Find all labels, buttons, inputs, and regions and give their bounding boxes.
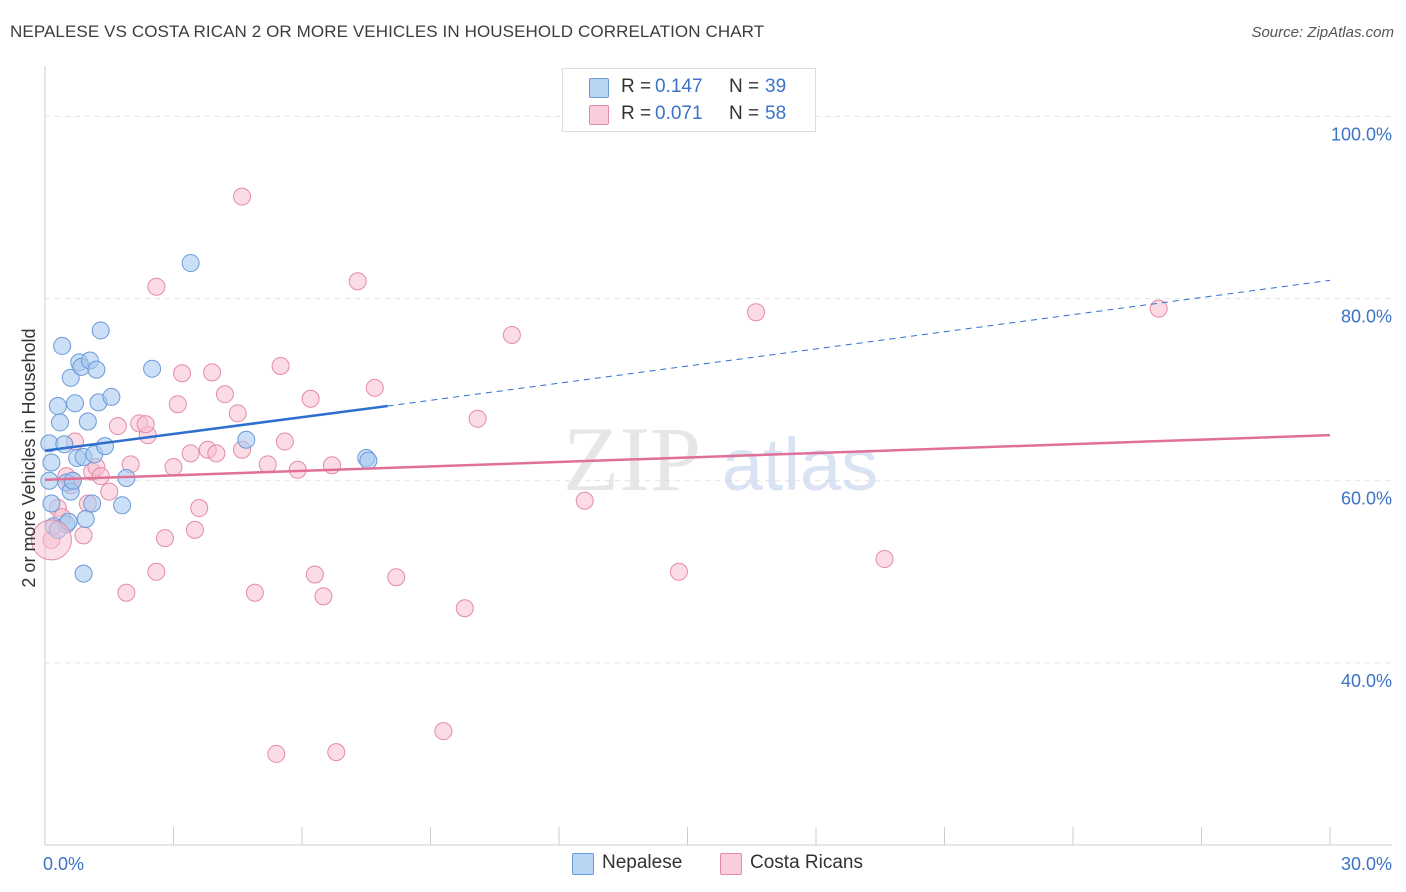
costa-rican-legend-label: Costa Ricans (750, 852, 863, 873)
nepalese-point (42, 494, 61, 513)
costa-rican-n-value: 58 (765, 103, 787, 124)
costa-rican-point (455, 599, 474, 618)
nepalese-point (53, 336, 72, 355)
costa-rican-point (168, 395, 187, 414)
nepalese-point (55, 435, 74, 454)
costa-rican-point (233, 187, 252, 206)
costa-rican-r-label: R = (621, 103, 652, 124)
stats-legend: R = 0.147 N = 39 R = 0.071 N = 58 (562, 68, 816, 132)
costa-rican-point (136, 415, 155, 434)
costa-rican-point (747, 303, 766, 322)
costa-rican-point (108, 417, 127, 436)
y-tick-label: 100.0% (1331, 124, 1392, 144)
costa-rican-trend-line (44, 433, 1331, 482)
costa-rican-point (267, 744, 286, 763)
tick-labels: 40.0% 60.0% 80.0% 100.0% 0.0% 30.0% (43, 124, 1392, 874)
nepalese-point (87, 360, 106, 379)
costa-rican-point (258, 455, 277, 474)
trend-lines (44, 279, 1331, 482)
costa-rican-legend-swatch (720, 853, 742, 875)
axes (44, 66, 1392, 846)
costa-rican-point (365, 378, 384, 397)
costa-rican-point (245, 583, 264, 602)
y-tick-label: 60.0% (1341, 489, 1392, 509)
costa-rican-point (173, 364, 192, 383)
costa-rican-point (207, 444, 226, 463)
costa-rican-point (434, 722, 453, 741)
y-axis-label: 2 or more Vehicles in Household (19, 328, 39, 587)
costa-rican-point (301, 389, 320, 408)
nepalese-swatch (589, 78, 609, 98)
costa-rican-point (228, 404, 247, 423)
x-tick-label: 30.0% (1341, 854, 1392, 874)
costa-rican-point (100, 482, 119, 501)
costa-rican-point (305, 565, 324, 584)
costa-rican-point (117, 583, 136, 602)
costa-rican-point (468, 409, 487, 428)
costa-rican-point (190, 499, 209, 518)
costa-rican-point (147, 277, 166, 296)
nepalese-point (74, 564, 93, 583)
nepalese-point (91, 321, 110, 340)
costa-rican-point (74, 526, 93, 545)
nepalese-trend-line (44, 404, 388, 452)
nepalese-point (237, 430, 256, 449)
nepalese-point (95, 437, 114, 456)
costa-rican-point (215, 385, 234, 404)
costa-rican-point (147, 562, 166, 581)
nepalese-point (50, 413, 69, 432)
costa-rican-point (314, 587, 333, 606)
nepalese-point (181, 254, 200, 273)
nepalese-point (102, 387, 121, 406)
costa-rican-n-label: N = (729, 103, 760, 124)
costa-rican-point (387, 568, 406, 587)
costa-rican-point (185, 520, 204, 539)
costa-rican-swatch (589, 105, 609, 125)
nepalese-point (83, 494, 102, 513)
nepalese-r-label: R = (621, 76, 652, 97)
costa-rican-point (1149, 299, 1168, 318)
y-tick-label: 80.0% (1341, 307, 1392, 327)
costa-rican-point (875, 550, 894, 569)
nepalese-point (359, 451, 378, 470)
chart-title: NEPALESE VS COSTA RICAN 2 OR MORE VEHICL… (10, 22, 765, 41)
costa-rican-point (669, 562, 688, 581)
costa-rican-point (155, 529, 174, 548)
costa-rican-r-value: 0.071 (655, 103, 703, 124)
nepalese-n-label: N = (729, 76, 760, 97)
nepalese-n-value: 39 (765, 76, 787, 97)
watermark-atlas: atlas (722, 423, 878, 506)
nepalese-point (48, 397, 67, 416)
y-tick-label: 40.0% (1341, 671, 1392, 691)
x-tick-label: 0.0% (43, 854, 84, 874)
nepalese-point (113, 496, 132, 515)
costa-rican-point (327, 743, 346, 762)
costa-rican-point (348, 272, 367, 291)
costa-rican-point (164, 458, 183, 477)
costa-rican-point (275, 432, 294, 451)
costa-rican-point-large (30, 519, 72, 561)
nepalese-point (65, 394, 84, 413)
nepalese-trend-extension (387, 279, 1331, 407)
costa-rican-point (181, 444, 200, 463)
nepalese-point (143, 359, 162, 378)
source-label: Source: ZipAtlas.com (1251, 24, 1394, 41)
costa-rican-point (575, 491, 594, 510)
costa-rican-point (502, 326, 521, 344)
nepalese-point (78, 412, 97, 431)
nepalese-point (63, 471, 82, 490)
nepalese-legend-label: Nepalese (602, 852, 683, 873)
costa-rican-point (91, 467, 110, 486)
gridlines (45, 115, 1392, 664)
costa-rican-point (203, 363, 222, 382)
data-points (30, 187, 1168, 763)
nepalese-point (42, 453, 61, 472)
nepalese-legend-swatch (572, 853, 594, 875)
nepalese-point (76, 509, 95, 528)
nepalese-point (61, 368, 80, 387)
nepalese-r-value: 0.147 (655, 76, 703, 97)
costa-rican-point (271, 356, 290, 375)
